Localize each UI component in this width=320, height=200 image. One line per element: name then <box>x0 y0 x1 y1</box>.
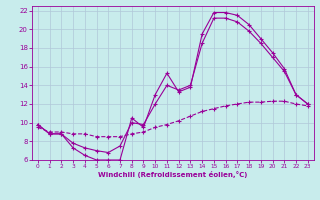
X-axis label: Windchill (Refroidissement éolien,°C): Windchill (Refroidissement éolien,°C) <box>98 171 247 178</box>
